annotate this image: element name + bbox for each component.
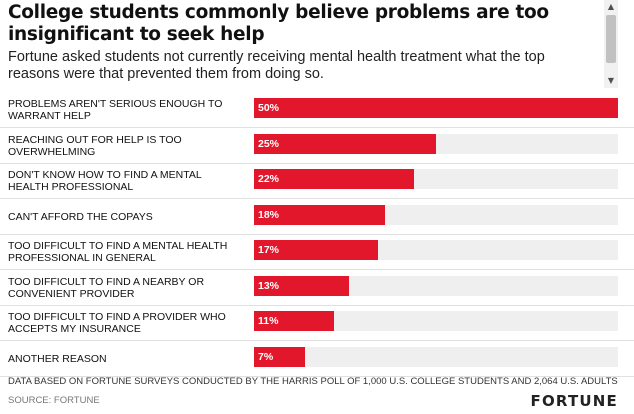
scroll-thumb[interactable] [606,15,616,63]
bar [254,98,618,118]
bar [254,275,349,296]
bar-track: 17% [254,240,618,260]
bar-value-label: 18% [258,208,280,221]
category-label: Problems aren't serious enough to warran… [8,98,223,122]
bar [254,169,415,189]
chart-footnote: Data based on Fortune surveys conducted … [8,376,618,387]
bar-row: Can't afford the copays 18% [0,199,634,235]
chart-subtitle: Fortune asked students not currently rec… [8,49,545,82]
category-label: Can't afford the copays [8,210,153,223]
bar-row: Problems aren't serious enough to warran… [0,92,634,128]
bar [254,204,386,225]
bar-row: Too difficult to find a provider who acc… [0,305,634,341]
row-divider [0,269,634,270]
fortune-logo: FORTUNE [530,392,618,410]
category-label: Another reason [8,352,107,365]
bar-track: 18% [254,204,618,225]
bar-row: Too difficult to find a mental health pr… [0,234,634,270]
bar-value-label: 13% [258,279,280,292]
bar-row: Too difficult to find a nearby or conven… [0,270,634,306]
bar-track: 50% [254,98,618,118]
category-label: Don't know how to find a mental health p… [8,169,202,193]
category-label: Reaching out for help is too overwhelmin… [8,133,182,158]
bar-value-label: 11% [258,315,279,327]
chart-title: College students commonly believe proble… [8,2,549,45]
bar-track: 13% [254,275,618,296]
row-divider [0,233,634,235]
bar-track: 25% [254,133,618,154]
bar-row: Another reason 7% [0,341,634,377]
bar [254,133,436,154]
chart-source: Source: Fortune [8,395,100,406]
category-label: Too difficult to find a provider who acc… [8,311,226,335]
bar-track: 22% [254,169,618,189]
bar [254,346,305,367]
row-divider [0,340,634,341]
bar-track: 7% [254,346,618,367]
bar [254,240,378,260]
bar-track: 11% [254,311,618,331]
row-divider [0,127,634,128]
row-divider [0,375,634,377]
scroll-down-arrow-icon[interactable]: ▼ [607,76,615,85]
bar-value-label: 50% [258,102,280,114]
row-divider [0,304,634,306]
bar-row: Don't know how to find a mental health p… [0,163,634,199]
vertical-scrollbar[interactable]: ▲ ▼ [604,0,618,88]
category-label: Too difficult to find a mental health pr… [8,240,228,264]
row-divider [0,162,634,164]
chart-header: College students commonly believe proble… [8,2,600,83]
row-divider [0,198,634,199]
bar-value-label: 25% [258,137,280,150]
bar-row: Reaching out for help is too overwhelmin… [0,128,634,164]
bar-value-label: 22% [258,173,280,185]
bar [254,311,335,331]
bar-value-label: 17% [258,244,280,256]
scroll-up-arrow-icon[interactable]: ▲ [607,2,615,11]
category-label: Too difficult to find a nearby or conven… [8,275,205,300]
bar-value-label: 7% [258,350,274,363]
